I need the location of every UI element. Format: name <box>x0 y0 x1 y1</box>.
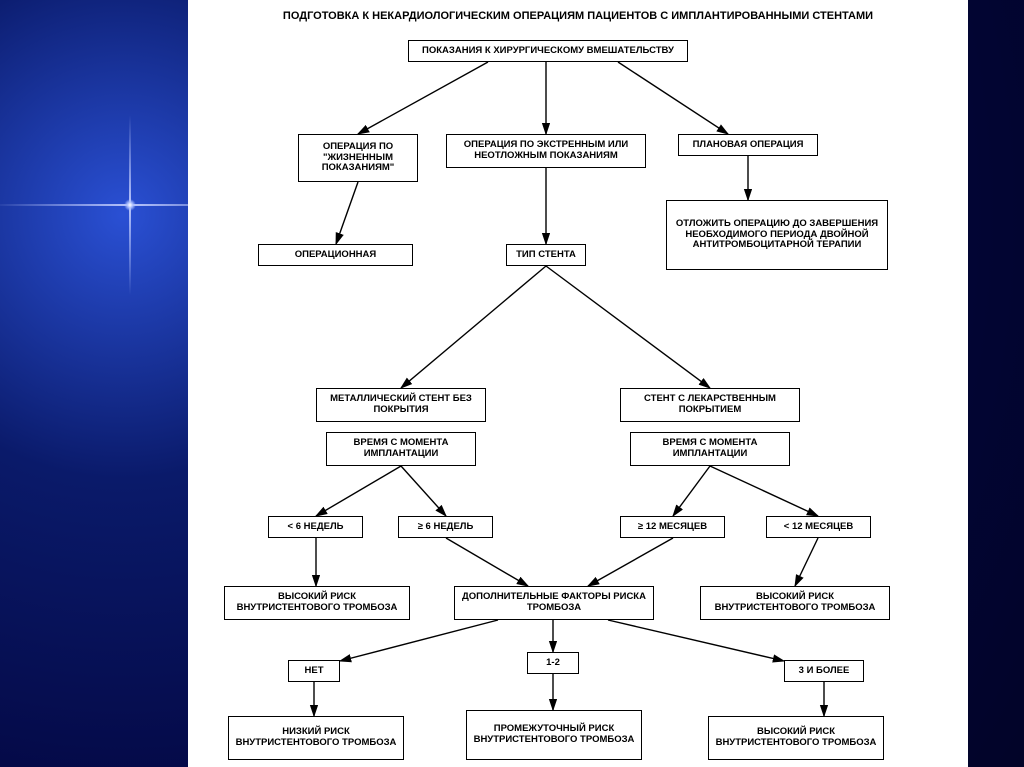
flowchart-node: 1-2 <box>527 652 579 674</box>
flowchart-node: ВРЕМЯ С МОМЕНТА ИМПЛАНТАЦИИ <box>630 432 790 466</box>
node-label: ВЫСОКИЙ РИСК ВНУТРИСТЕНТОВОГО ТРОМБОЗА <box>229 592 405 614</box>
flowchart-node: ВРЕМЯ С МОМЕНТА ИМПЛАНТАЦИИ <box>326 432 476 466</box>
node-label: МЕТАЛЛИЧЕСКИЙ СТЕНТ БЕЗ ПОКРЫТИЯ <box>321 394 481 416</box>
flowchart-node: ОТЛОЖИТЬ ОПЕРАЦИЮ ДО ЗАВЕРШЕНИЯ НЕОБХОДИ… <box>666 200 888 270</box>
node-label: ≥ 6 НЕДЕЛЬ <box>418 522 474 533</box>
flowchart-node: ТИП СТЕНТА <box>506 244 586 266</box>
slide-background: ПОДГОТОВКА К НЕКАРДИОЛОГИЧЕСКИМ ОПЕРАЦИЯ… <box>0 0 1024 767</box>
flowchart-node: ПОКАЗАНИЯ К ХИРУРГИЧЕСКОМУ ВМЕШАТЕЛЬСТВУ <box>408 40 688 62</box>
flowchart-node: ДОПОЛНИТЕЛЬНЫЕ ФАКТОРЫ РИСКА ТРОМБОЗА <box>454 586 654 620</box>
diagram-panel: ПОДГОТОВКА К НЕКАРДИОЛОГИЧЕСКИМ ОПЕРАЦИЯ… <box>188 0 968 767</box>
flowchart-node: ВЫСОКИЙ РИСК ВНУТРИСТЕНТОВОГО ТРОМБОЗА <box>700 586 890 620</box>
node-label: ≥ 12 МЕСЯЦЕВ <box>638 522 707 533</box>
node-label: < 6 НЕДЕЛЬ <box>288 522 344 533</box>
node-label: ВЫСОКИЙ РИСК ВНУТРИСТЕНТОВОГО ТРОМБОЗА <box>705 592 885 614</box>
flowchart-node: ОПЕРАЦИЯ ПО "ЖИЗНЕННЫМ ПОКАЗАНИЯМ" <box>298 134 418 182</box>
flowchart-node: ≥ 6 НЕДЕЛЬ <box>398 516 493 538</box>
node-label: ОТЛОЖИТЬ ОПЕРАЦИЮ ДО ЗАВЕРШЕНИЯ НЕОБХОДИ… <box>671 219 883 252</box>
node-label: ПРОМЕЖУТОЧНЫЙ РИСК ВНУТРИСТЕНТОВОГО ТРОМ… <box>471 724 637 746</box>
flowchart-node: ОПЕРАЦИОННАЯ <box>258 244 413 266</box>
flowchart-node: СТЕНТ С ЛЕКАРСТВЕННЫМ ПОКРЫТИЕМ <box>620 388 800 422</box>
node-label: ОПЕРАЦИОННАЯ <box>295 250 376 261</box>
node-label: ПЛАНОВАЯ ОПЕРАЦИЯ <box>693 140 804 151</box>
flowchart-node: < 6 НЕДЕЛЬ <box>268 516 363 538</box>
node-label: ДОПОЛНИТЕЛЬНЫЕ ФАКТОРЫ РИСКА ТРОМБОЗА <box>459 592 649 614</box>
flowchart-node: ОПЕРАЦИЯ ПО ЭКСТРЕННЫМ ИЛИ НЕОТЛОЖНЫМ ПО… <box>446 134 646 168</box>
node-label: НЕТ <box>305 666 324 677</box>
flowchart-node: ≥ 12 МЕСЯЦЕВ <box>620 516 725 538</box>
node-label: ТИП СТЕНТА <box>516 250 576 261</box>
node-label: СТЕНТ С ЛЕКАРСТВЕННЫМ ПОКРЫТИЕМ <box>625 394 795 416</box>
node-label: ОПЕРАЦИЯ ПО ЭКСТРЕННЫМ ИЛИ НЕОТЛОЖНЫМ ПО… <box>451 140 641 162</box>
node-label: ВРЕМЯ С МОМЕНТА ИМПЛАНТАЦИИ <box>331 438 471 460</box>
flowchart-node: МЕТАЛЛИЧЕСКИЙ СТЕНТ БЕЗ ПОКРЫТИЯ <box>316 388 486 422</box>
node-label: < 12 МЕСЯЦЕВ <box>784 522 853 533</box>
node-label: НИЗКИЙ РИСК ВНУТРИСТЕНТОВОГО ТРОМБОЗА <box>233 727 399 749</box>
flowchart-node: НИЗКИЙ РИСК ВНУТРИСТЕНТОВОГО ТРОМБОЗА <box>228 716 404 760</box>
node-label: 1-2 <box>546 658 560 669</box>
flowchart-node: ПЛАНОВАЯ ОПЕРАЦИЯ <box>678 134 818 156</box>
flowchart-node: НЕТ <box>288 660 340 682</box>
lens-flare-decoration <box>130 205 132 207</box>
flowchart-node: ПРОМЕЖУТОЧНЫЙ РИСК ВНУТРИСТЕНТОВОГО ТРОМ… <box>466 710 642 760</box>
flowchart-node: ВЫСОКИЙ РИСК ВНУТРИСТЕНТОВОГО ТРОМБОЗА <box>224 586 410 620</box>
node-label: 3 И БОЛЕЕ <box>799 666 850 677</box>
node-label: ВРЕМЯ С МОМЕНТА ИМПЛАНТАЦИИ <box>635 438 785 460</box>
flowchart-node: < 12 МЕСЯЦЕВ <box>766 516 871 538</box>
flowchart-node: ВЫСОКИЙ РИСК ВНУТРИСТЕНТОВОГО ТРОМБОЗА <box>708 716 884 760</box>
node-label: ПОКАЗАНИЯ К ХИРУРГИЧЕСКОМУ ВМЕШАТЕЛЬСТВУ <box>422 46 674 57</box>
node-label: ОПЕРАЦИЯ ПО "ЖИЗНЕННЫМ ПОКАЗАНИЯМ" <box>303 142 413 175</box>
flowchart-node: 3 И БОЛЕЕ <box>784 660 864 682</box>
node-label: ВЫСОКИЙ РИСК ВНУТРИСТЕНТОВОГО ТРОМБОЗА <box>713 727 879 749</box>
